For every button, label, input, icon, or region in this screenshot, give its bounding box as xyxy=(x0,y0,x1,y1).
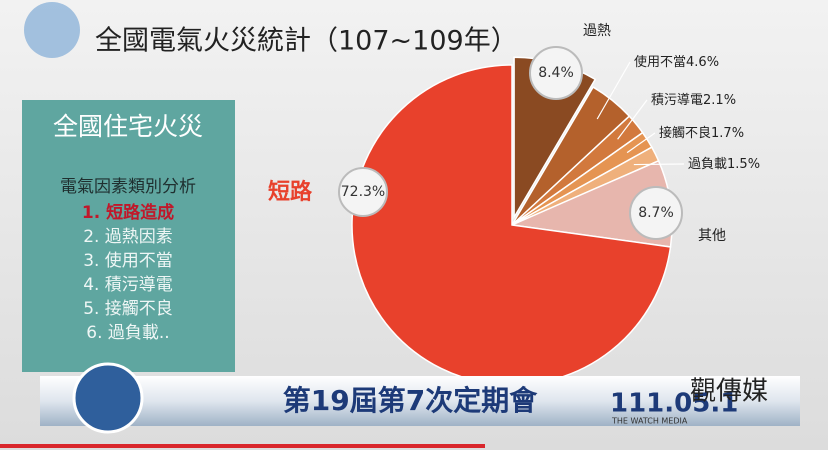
slice-label: 積污導電2.1% xyxy=(651,93,736,108)
value-bubble xyxy=(529,46,583,100)
value-label: 4.6% xyxy=(686,55,719,70)
value-bubble xyxy=(338,167,388,217)
panel-title: 全國住宅火災 xyxy=(53,112,203,141)
pie: 72.3%8.4%8.7%短路過熱其他使用不當4.6%積污導電2.1%接觸不良1… xyxy=(268,23,760,386)
value-label: 8.7% xyxy=(638,205,674,221)
category-label: 其他 xyxy=(698,228,726,244)
slice-label: 使用不當4.6% xyxy=(634,54,719,70)
pie-slice xyxy=(351,64,672,386)
category-label: 接觸不良 xyxy=(659,125,711,141)
panel-item: 5. 接觸不良 xyxy=(83,299,173,319)
panel-subtitle: 電氣因素類別分析 xyxy=(60,177,196,197)
panel-item: 3. 使用不當 xyxy=(83,250,173,271)
council-logo xyxy=(72,362,144,434)
banner-date: 111.05.1 xyxy=(610,389,738,419)
slice-label: 接觸不良1.7% xyxy=(659,125,744,141)
panel-item: 4. 積污導電 xyxy=(83,275,173,295)
decor-circle xyxy=(24,2,80,58)
value-label: 72.3% xyxy=(341,184,385,200)
leader-line xyxy=(596,61,631,120)
value-label: 8.4% xyxy=(538,65,574,81)
panel-item: 6. 過負載.. xyxy=(86,323,169,343)
category-label: 使用不當 xyxy=(634,54,686,70)
leader-line xyxy=(617,99,648,140)
panel-item: 1. 短路造成 xyxy=(82,202,174,223)
category-label: 積污導電 xyxy=(651,93,703,108)
leader-line xyxy=(626,132,656,154)
chart-title: 全國電氣火災統計（107~109年） xyxy=(95,26,518,57)
progress-line xyxy=(0,444,485,448)
media-tagline: THE WATCH MEDIA xyxy=(611,417,688,426)
value-label: 1.7% xyxy=(711,126,744,141)
panel-item: 2. 過熱因素 xyxy=(83,227,173,247)
slice-label: 過負載1.5% xyxy=(688,157,760,172)
value-label: 2.1% xyxy=(703,93,736,108)
banner xyxy=(40,376,800,426)
category-label: 過熱 xyxy=(583,23,611,39)
value-bubble xyxy=(629,186,683,240)
side-panel xyxy=(22,100,235,372)
media-name: 觀傳媒 xyxy=(690,377,768,407)
category-label: 短路 xyxy=(268,179,313,205)
leader-line xyxy=(633,163,685,166)
value-label: 1.5% xyxy=(727,157,760,172)
category-label: 過負載 xyxy=(688,157,727,172)
panel-list: 1. 短路造成 2. 過熱因素 3. 使用不當 4. 積污導電 5. 接觸不良 6. 過負… xyxy=(82,202,174,343)
banner-text: 第19屆第7次定期會 xyxy=(283,384,538,417)
